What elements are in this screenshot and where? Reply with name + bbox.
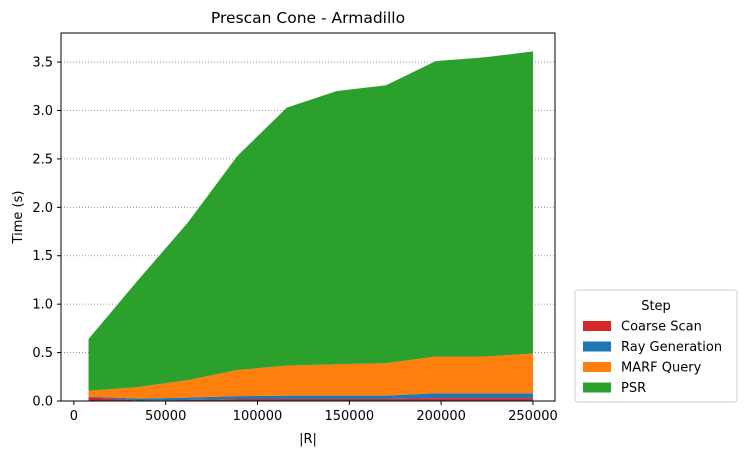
- y-tick-label: 2.0: [32, 201, 53, 216]
- legend-swatch-ray-generation: [583, 341, 611, 352]
- x-tick-label: 150000: [324, 409, 374, 424]
- y-tick-label: 0.5: [32, 346, 53, 361]
- x-tick-label: 0: [70, 409, 78, 424]
- x-tick-label: 50000: [145, 409, 186, 424]
- y-tick-label: 1.5: [32, 249, 53, 264]
- area-series: [88, 51, 533, 401]
- legend-title: Step: [641, 299, 671, 314]
- legend-label-marf-query: MARF Query: [621, 361, 702, 376]
- legend-swatch-marf-query: [583, 362, 611, 372]
- area-ray-generation: [88, 393, 533, 401]
- x-axis-label: |R|: [299, 432, 317, 447]
- legend-label-coarse-scan: Coarse Scan: [621, 320, 702, 335]
- area-marf-query: [88, 353, 533, 399]
- legend-box: [574, 289, 738, 403]
- legend-label-psr: PSR: [621, 381, 646, 396]
- legend-swatch-coarse-scan: [583, 321, 611, 331]
- chart-title: Prescan Cone - Armadillo: [211, 9, 405, 27]
- x-tick-label: 100000: [233, 409, 283, 424]
- area-coarse-scan: [88, 397, 533, 401]
- y-tick-label: 3.0: [32, 104, 53, 119]
- y-tick-label: 1.0: [32, 298, 53, 313]
- legend-label-ray-generation: Ray Generation: [621, 340, 722, 355]
- y-tick-label: 0.0: [32, 395, 53, 410]
- x-axis-ticks: 0 50000 100000 150000 200000 250000: [70, 401, 558, 424]
- legend: Step Coarse Scan Ray Generation MARF Query…: [574, 289, 738, 403]
- y-tick-label: 3.5: [32, 56, 53, 71]
- x-tick-label: 250000: [508, 409, 558, 424]
- plot-frame: [60, 32, 556, 402]
- x-tick-label: 200000: [416, 409, 466, 424]
- y-axis-label: Time (s): [11, 191, 26, 245]
- legend-swatch-psr: [583, 382, 611, 393]
- area-psr: [88, 51, 533, 391]
- y-tick-label: 2.5: [32, 152, 53, 167]
- y-axis-ticks: 0.0 0.5 1.0 1.5 2.0 2.5 3.0 3.5: [32, 56, 61, 410]
- legend-items: Coarse Scan Ray Generation MARF Query PSR: [583, 320, 722, 396]
